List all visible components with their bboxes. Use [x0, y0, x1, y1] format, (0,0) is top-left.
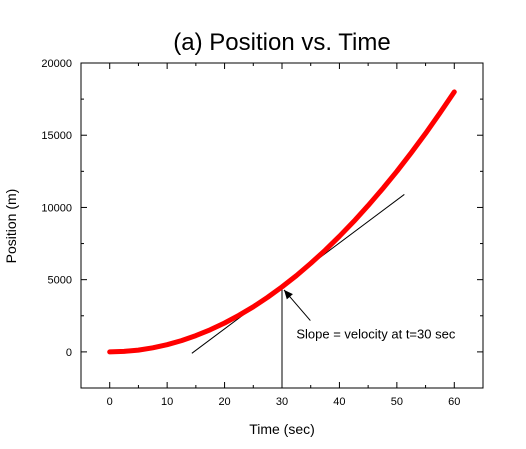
position-series-line — [107, 89, 457, 355]
x-tick-label: 50 — [391, 396, 403, 408]
chart-title: (a) Position vs. Time — [173, 29, 390, 56]
x-tick-label: 30 — [276, 396, 288, 408]
y-tick-labels: 0 5000 10000 15000 20000 — [41, 58, 72, 359]
x-tick-labels: 0 10 20 30 40 50 60 — [107, 396, 461, 408]
annotation-arrow-head — [284, 289, 293, 300]
x-tick-label: 60 — [448, 396, 460, 408]
x-tick-label: 10 — [161, 396, 173, 408]
x-tick-label: 0 — [107, 396, 113, 408]
annotation-text: Slope = velocity at t=30 sec — [296, 327, 455, 342]
y-tick-label: 20000 — [41, 58, 72, 70]
y-tick-label: 15000 — [41, 130, 72, 142]
x-axis-label: Time (sec) — [249, 421, 315, 437]
y-tick-label: 5000 — [48, 275, 72, 287]
x-tick-label: 20 — [218, 396, 230, 408]
y-tick-label: 10000 — [41, 202, 72, 214]
x-tick-label: 40 — [333, 396, 345, 408]
y-tick-label: 0 — [66, 347, 72, 359]
axis-ticks — [80, 62, 484, 389]
y-axis-label: Position (m) — [3, 189, 19, 264]
